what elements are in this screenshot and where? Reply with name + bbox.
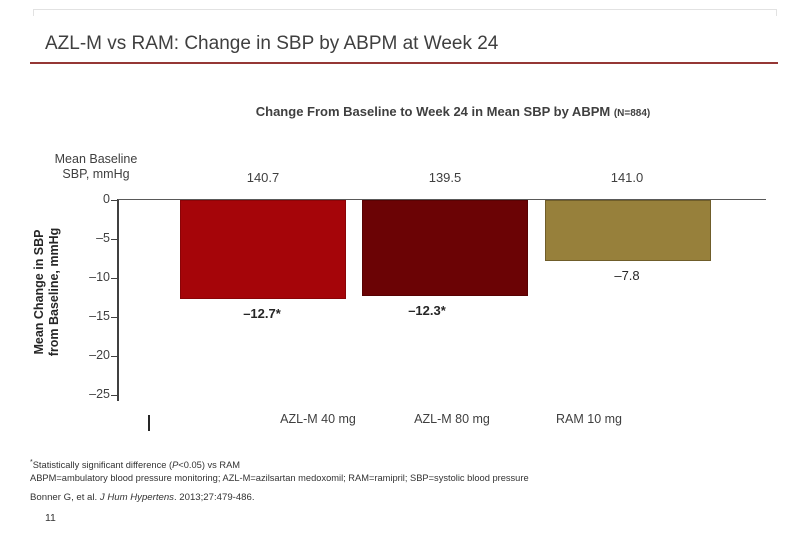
y-tick-mark (111, 278, 118, 279)
bar-value-label: –7.8 (614, 268, 640, 283)
y-tick-label: –10 (89, 270, 110, 284)
y-tick-label: 0 (103, 192, 110, 206)
asterisk-marker: * (30, 459, 33, 466)
y-tick-mark (111, 395, 118, 396)
baseline-sbp-header: Mean Baseline SBP, mmHg (54, 152, 138, 181)
baseline-value: 141.0 (610, 170, 644, 185)
slide-edge-guide-left (33, 9, 34, 16)
bar-value-label: –12.7* (243, 306, 281, 321)
citation: Bonner G, et al. J Hum Hypertens. 2013;2… (30, 492, 255, 503)
chart-title-text: Change From Baseline to Week 24 in Mean … (255, 104, 614, 119)
citation-journal: J Hum Hypertens (99, 492, 174, 503)
footnote-significance: *Statistically significant difference (P… (30, 459, 240, 470)
y-tick-label: –5 (96, 231, 110, 245)
page-number: 11 (45, 512, 56, 524)
slide-title: AZL-M vs RAM: Change in SBP by ABPM at W… (45, 33, 499, 54)
y-tick-mark (111, 200, 118, 201)
title-underline-rule (30, 62, 778, 64)
x-category-label: AZL-M 80 mg (414, 412, 490, 426)
stray-tick-mark (148, 415, 150, 431)
slide-edge-guide (33, 9, 777, 10)
y-tick-label: –20 (89, 348, 110, 362)
y-tick-mark (111, 239, 118, 240)
chart-title: Change From Baseline to Week 24 in Mean … (100, 104, 806, 119)
bar-value-label: –12.3* (408, 303, 446, 318)
baseline-value: 140.7 (246, 170, 280, 185)
footnote-abbreviations: ABPM=ambulatory blood pressure monitorin… (30, 473, 529, 483)
y-tick-label: –15 (89, 309, 110, 323)
y-tick-mark (111, 317, 118, 318)
y-axis-line (117, 199, 119, 401)
y-tick-label: –25 (89, 387, 110, 401)
chart-title-n-count: (N=884) (613, 108, 651, 119)
y-tick-mark (111, 356, 118, 357)
y-axis-title: Mean Change in SBP from Baseline, mmHg (32, 227, 61, 357)
bar (362, 200, 528, 296)
zero-baseline-line (118, 199, 766, 200)
baseline-value: 139.5 (428, 170, 462, 185)
x-category-label: RAM 10 mg (556, 412, 622, 426)
bar (180, 200, 346, 299)
bar (545, 200, 711, 261)
footnote-text: <0.05) vs RAM (178, 460, 241, 471)
citation-authors: Bonner G, et al. (30, 492, 100, 503)
x-category-label: AZL-M 40 mg (280, 412, 356, 426)
slide-edge-guide-right (776, 9, 777, 16)
citation-volume: . 2013;27:479-486. (173, 492, 255, 503)
footnote-pvalue-symbol: P (172, 460, 179, 471)
footnote-text: Statistically significant difference ( (32, 460, 173, 471)
